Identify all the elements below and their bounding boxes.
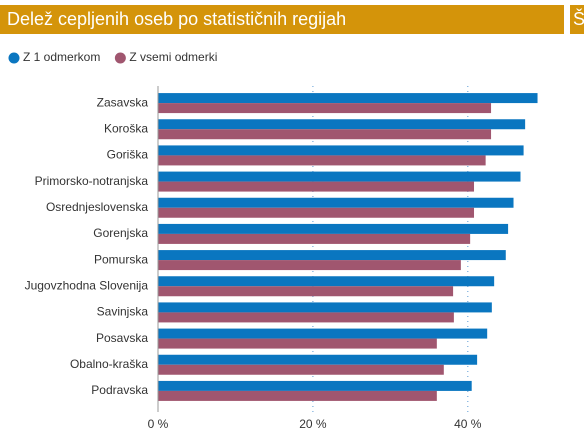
bar <box>158 390 437 401</box>
y-tick-label: Jugovzhodna Slovenija <box>25 278 149 292</box>
x-tick-label: 40 % <box>454 417 482 431</box>
y-tick-label: Goriška <box>107 148 149 162</box>
legend-swatch <box>8 52 20 64</box>
y-tick-label: Savinjska <box>97 305 149 319</box>
y-tick-label: Posavska <box>96 331 148 345</box>
legend-label: Z vsemi odmerki <box>129 50 217 64</box>
bar <box>158 286 454 297</box>
bar <box>158 354 478 365</box>
x-tick-label: 20 % <box>299 417 327 431</box>
bar <box>158 302 492 313</box>
bar <box>158 119 526 130</box>
y-tick-label: Gorenjska <box>93 226 148 240</box>
bar <box>158 207 475 218</box>
bar <box>158 103 492 114</box>
y-tick-label: Koroška <box>104 121 148 135</box>
bar <box>158 93 538 104</box>
bar <box>158 145 524 156</box>
bar <box>158 364 444 375</box>
y-tick-label: Podravska <box>91 383 148 397</box>
y-tick-label: Zasavska <box>97 95 149 109</box>
y-tick-label: Obalno-kraška <box>70 357 148 371</box>
next-panel-title: Š <box>573 8 584 29</box>
x-tick-label: 0 % <box>148 417 169 431</box>
bar <box>158 276 495 287</box>
bar <box>158 197 514 208</box>
title-bar <box>0 5 564 34</box>
y-tick-label: Pomurska <box>94 252 148 266</box>
bar <box>158 171 521 182</box>
bar <box>158 233 471 244</box>
bar <box>158 155 486 166</box>
bar <box>158 380 472 391</box>
bar <box>158 312 454 323</box>
chart-title: Delež cepljenih oseb po statističnih reg… <box>7 9 346 29</box>
bar <box>158 223 509 234</box>
bar <box>158 250 506 261</box>
y-tick-label: Osrednjeslovenska <box>46 200 148 214</box>
bar <box>158 129 492 140</box>
bar <box>158 338 437 349</box>
next-panel-title-bar <box>570 5 584 34</box>
y-tick-label: Primorsko-notranjska <box>35 174 149 188</box>
legend-label: Z 1 odmerkom <box>23 50 100 64</box>
bar <box>158 328 488 339</box>
legend-swatch <box>114 52 126 64</box>
bar <box>158 260 461 271</box>
bar <box>158 181 475 192</box>
